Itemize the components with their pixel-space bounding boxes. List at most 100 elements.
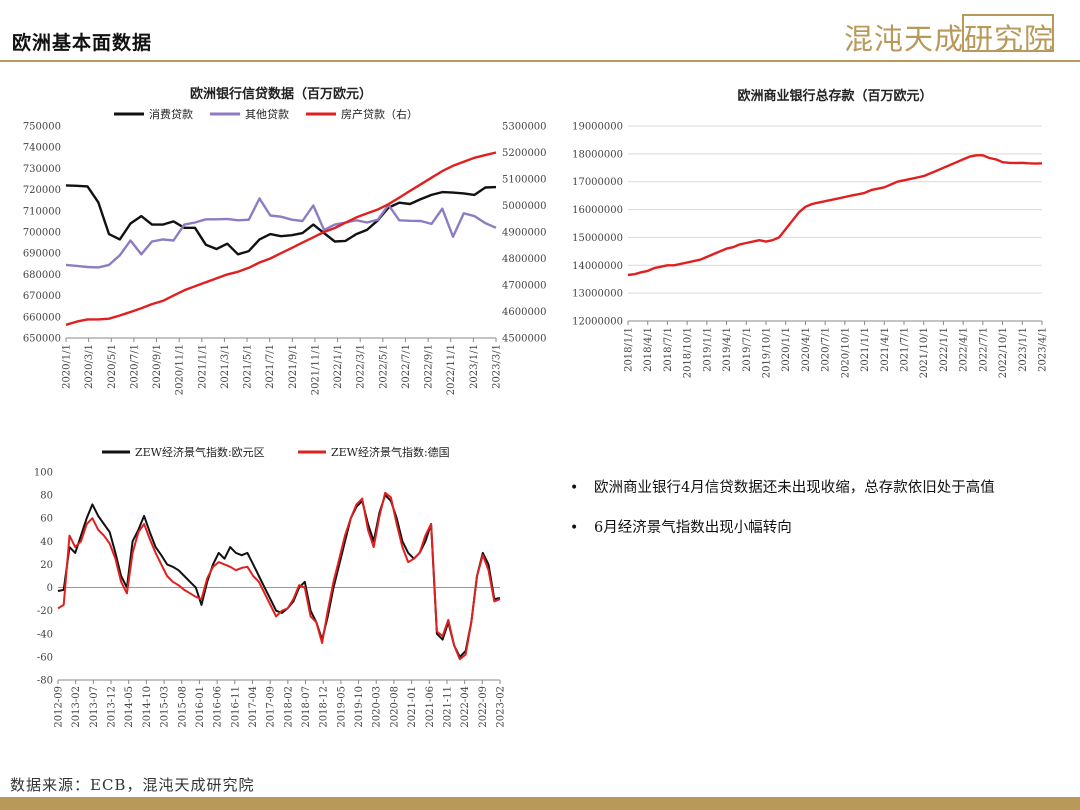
y-tick-label: 680000 (23, 270, 61, 281)
x-tick-label: 2021/11/1 (310, 344, 321, 395)
x-tick-label: 2013-12 (107, 686, 118, 728)
commentary-item: • 6月经济景气指数出现小幅转向 (568, 518, 1068, 538)
y2-tick-label: 5000000 (502, 201, 547, 212)
y-tick-label: 16000000 (572, 205, 623, 216)
x-tick-label: 2021-11 (442, 686, 453, 728)
footer-bar (0, 797, 1080, 810)
x-tick-label: 2014-05 (124, 686, 135, 728)
total-deposits-chart: 欧洲商业银行总存款（百万欧元） 12000000 13000000 14000000 1… (572, 88, 1049, 378)
x-tick-label: 2021-01 (407, 686, 418, 728)
y-tick-label: 690000 (23, 249, 61, 260)
y-tick-label: 19000000 (572, 122, 623, 133)
x-tick-label: 2016-06 (213, 686, 224, 728)
y-tick-label: 15000000 (572, 233, 623, 244)
x-tick-label: 2021/4/1 (880, 327, 891, 372)
y-tick-label: 18000000 (572, 149, 623, 160)
bank-credit-chart: 欧洲银行信贷数据（百万欧元） 650000 660000 670000 680000 69… (23, 86, 547, 395)
x-tick-label: 2023/1/1 (469, 344, 480, 389)
x-tick-label: 2022/3/1 (356, 344, 367, 389)
x-tick-label: 2020/3/1 (84, 344, 95, 389)
legend-label: 其他贷款 (245, 107, 289, 121)
y-tick-label: 0 (47, 583, 53, 594)
x-tick-label: 2013-07 (89, 686, 100, 728)
x-tick-label: 2022/1/1 (939, 327, 950, 372)
y2-tick-label: 5200000 (502, 148, 547, 159)
y2-tick-label: 4800000 (502, 254, 547, 265)
legend-label: ZEW经济景气指数:欧元区 (135, 445, 265, 459)
y-tick-label: -40 (37, 629, 53, 640)
y-tick-label: 650000 (23, 334, 61, 345)
y-tick-label: 720000 (23, 185, 61, 196)
x-tick-label: 2022/7/1 (401, 344, 412, 389)
series-line (65, 184, 497, 256)
y-tick-label: 80 (40, 491, 53, 502)
y-tick-label: 730000 (23, 164, 61, 175)
x-tick-label: 2021/1/1 (860, 327, 871, 372)
x-tick-label: 2015-03 (160, 686, 171, 728)
source-note: 数据来源：ECB，混沌天成研究院 (10, 776, 255, 794)
y-tick-label: 12000000 (572, 317, 623, 328)
y2-tick-label: 5300000 (502, 122, 547, 133)
y-tick-label: 100 (34, 468, 53, 479)
chart-title: 欧洲银行信贷数据（百万欧元） (190, 86, 372, 102)
y-tick-label: 17000000 (572, 177, 623, 188)
series-line (57, 491, 501, 661)
y2-tick-label: 4500000 (502, 334, 547, 345)
x-tick-label: 2017-09 (266, 686, 277, 728)
x-tick-label: 2020/9/1 (152, 344, 163, 389)
x-tick-label: 2018-02 (283, 686, 294, 728)
y2-tick-label: 4600000 (502, 307, 547, 318)
x-tick-label: 2023/1/1 (1018, 327, 1029, 372)
x-tick-label: 2022-04 (460, 686, 471, 728)
x-tick-label: 2022/7/1 (978, 327, 989, 372)
x-tick-label: 2018-07 (301, 686, 312, 728)
x-tick-label: 2020/10/1 (840, 327, 851, 378)
commentary-list: • 欧洲商业银行4月信贷数据还未出现收缩，总存款依旧处于高值 • 6月经济景气指… (568, 478, 1068, 558)
x-tick-label: 2022/4/1 (959, 327, 970, 372)
x-tick-label: 2020/5/1 (107, 344, 118, 389)
x-tick-label: 2021/5/1 (243, 344, 254, 389)
x-tick-label: 2018/4/1 (643, 327, 654, 372)
legend-label: ZEW经济景气指数:德国 (331, 445, 450, 459)
x-tick-label: 2020/1/1 (62, 344, 73, 389)
x-tick-label: 2019/4/1 (722, 327, 733, 372)
zew-sentiment-chart: -80 -60 -40 -20 0 20 40 60 80 100 2012-09 2013-02 20… (34, 445, 507, 728)
x-tick-label: 2020/4/1 (801, 327, 812, 372)
bullet-icon: • (570, 520, 579, 536)
x-tick-label: 2021/1/1 (197, 344, 208, 389)
y-tick-label: -60 (37, 652, 53, 663)
y-tick-label: 60 (40, 514, 53, 525)
x-tick-label: 2022/11/1 (446, 344, 457, 395)
y2-tick-label: 5100000 (502, 175, 547, 186)
x-tick-label: 2016-01 (195, 686, 206, 728)
x-tick-label: 2020-08 (389, 686, 400, 728)
series-line (627, 154, 1043, 277)
x-tick-label: 2016-11 (230, 686, 241, 728)
y2-tick-label: 4900000 (502, 228, 547, 239)
x-tick-label: 2015-08 (177, 686, 188, 728)
x-tick-label: 2014-10 (142, 686, 153, 728)
y-tick-label: 14000000 (572, 261, 623, 272)
y-tick-label: 670000 (23, 291, 61, 302)
x-tick-label: 2019-10 (354, 686, 365, 728)
x-tick-label: 2021/7/1 (265, 344, 276, 389)
x-tick-label: 2021/10/1 (919, 327, 930, 378)
x-tick-label: 2017-04 (248, 686, 259, 728)
x-tick-label: 2020-03 (372, 686, 383, 728)
commentary-text: 6月经济景气指数出现小幅转向 (594, 520, 792, 536)
x-tick-label: 2020/7/1 (129, 344, 140, 389)
x-tick-label: 2012-09 (54, 686, 65, 728)
y-tick-label: 700000 (23, 228, 61, 239)
x-tick-label: 2019/7/1 (742, 327, 753, 372)
y-tick-label: 750000 (23, 122, 61, 133)
y-tick-label: 20 (40, 560, 53, 571)
x-tick-label: 2019/1/1 (702, 327, 713, 372)
x-tick-label: 2022/9/1 (424, 344, 435, 389)
header: 欧洲基本面数据 混沌天成研究院 (0, 0, 1080, 62)
x-tick-label: 2023-02 (496, 686, 507, 728)
y2-tick-label: 4700000 (502, 281, 547, 292)
y-tick-label: -80 (37, 676, 53, 687)
x-tick-label: 2023/4/1 (1038, 327, 1049, 372)
x-tick-label: 2018/10/1 (683, 327, 694, 378)
legend-label: 消费贷款 (149, 107, 193, 121)
